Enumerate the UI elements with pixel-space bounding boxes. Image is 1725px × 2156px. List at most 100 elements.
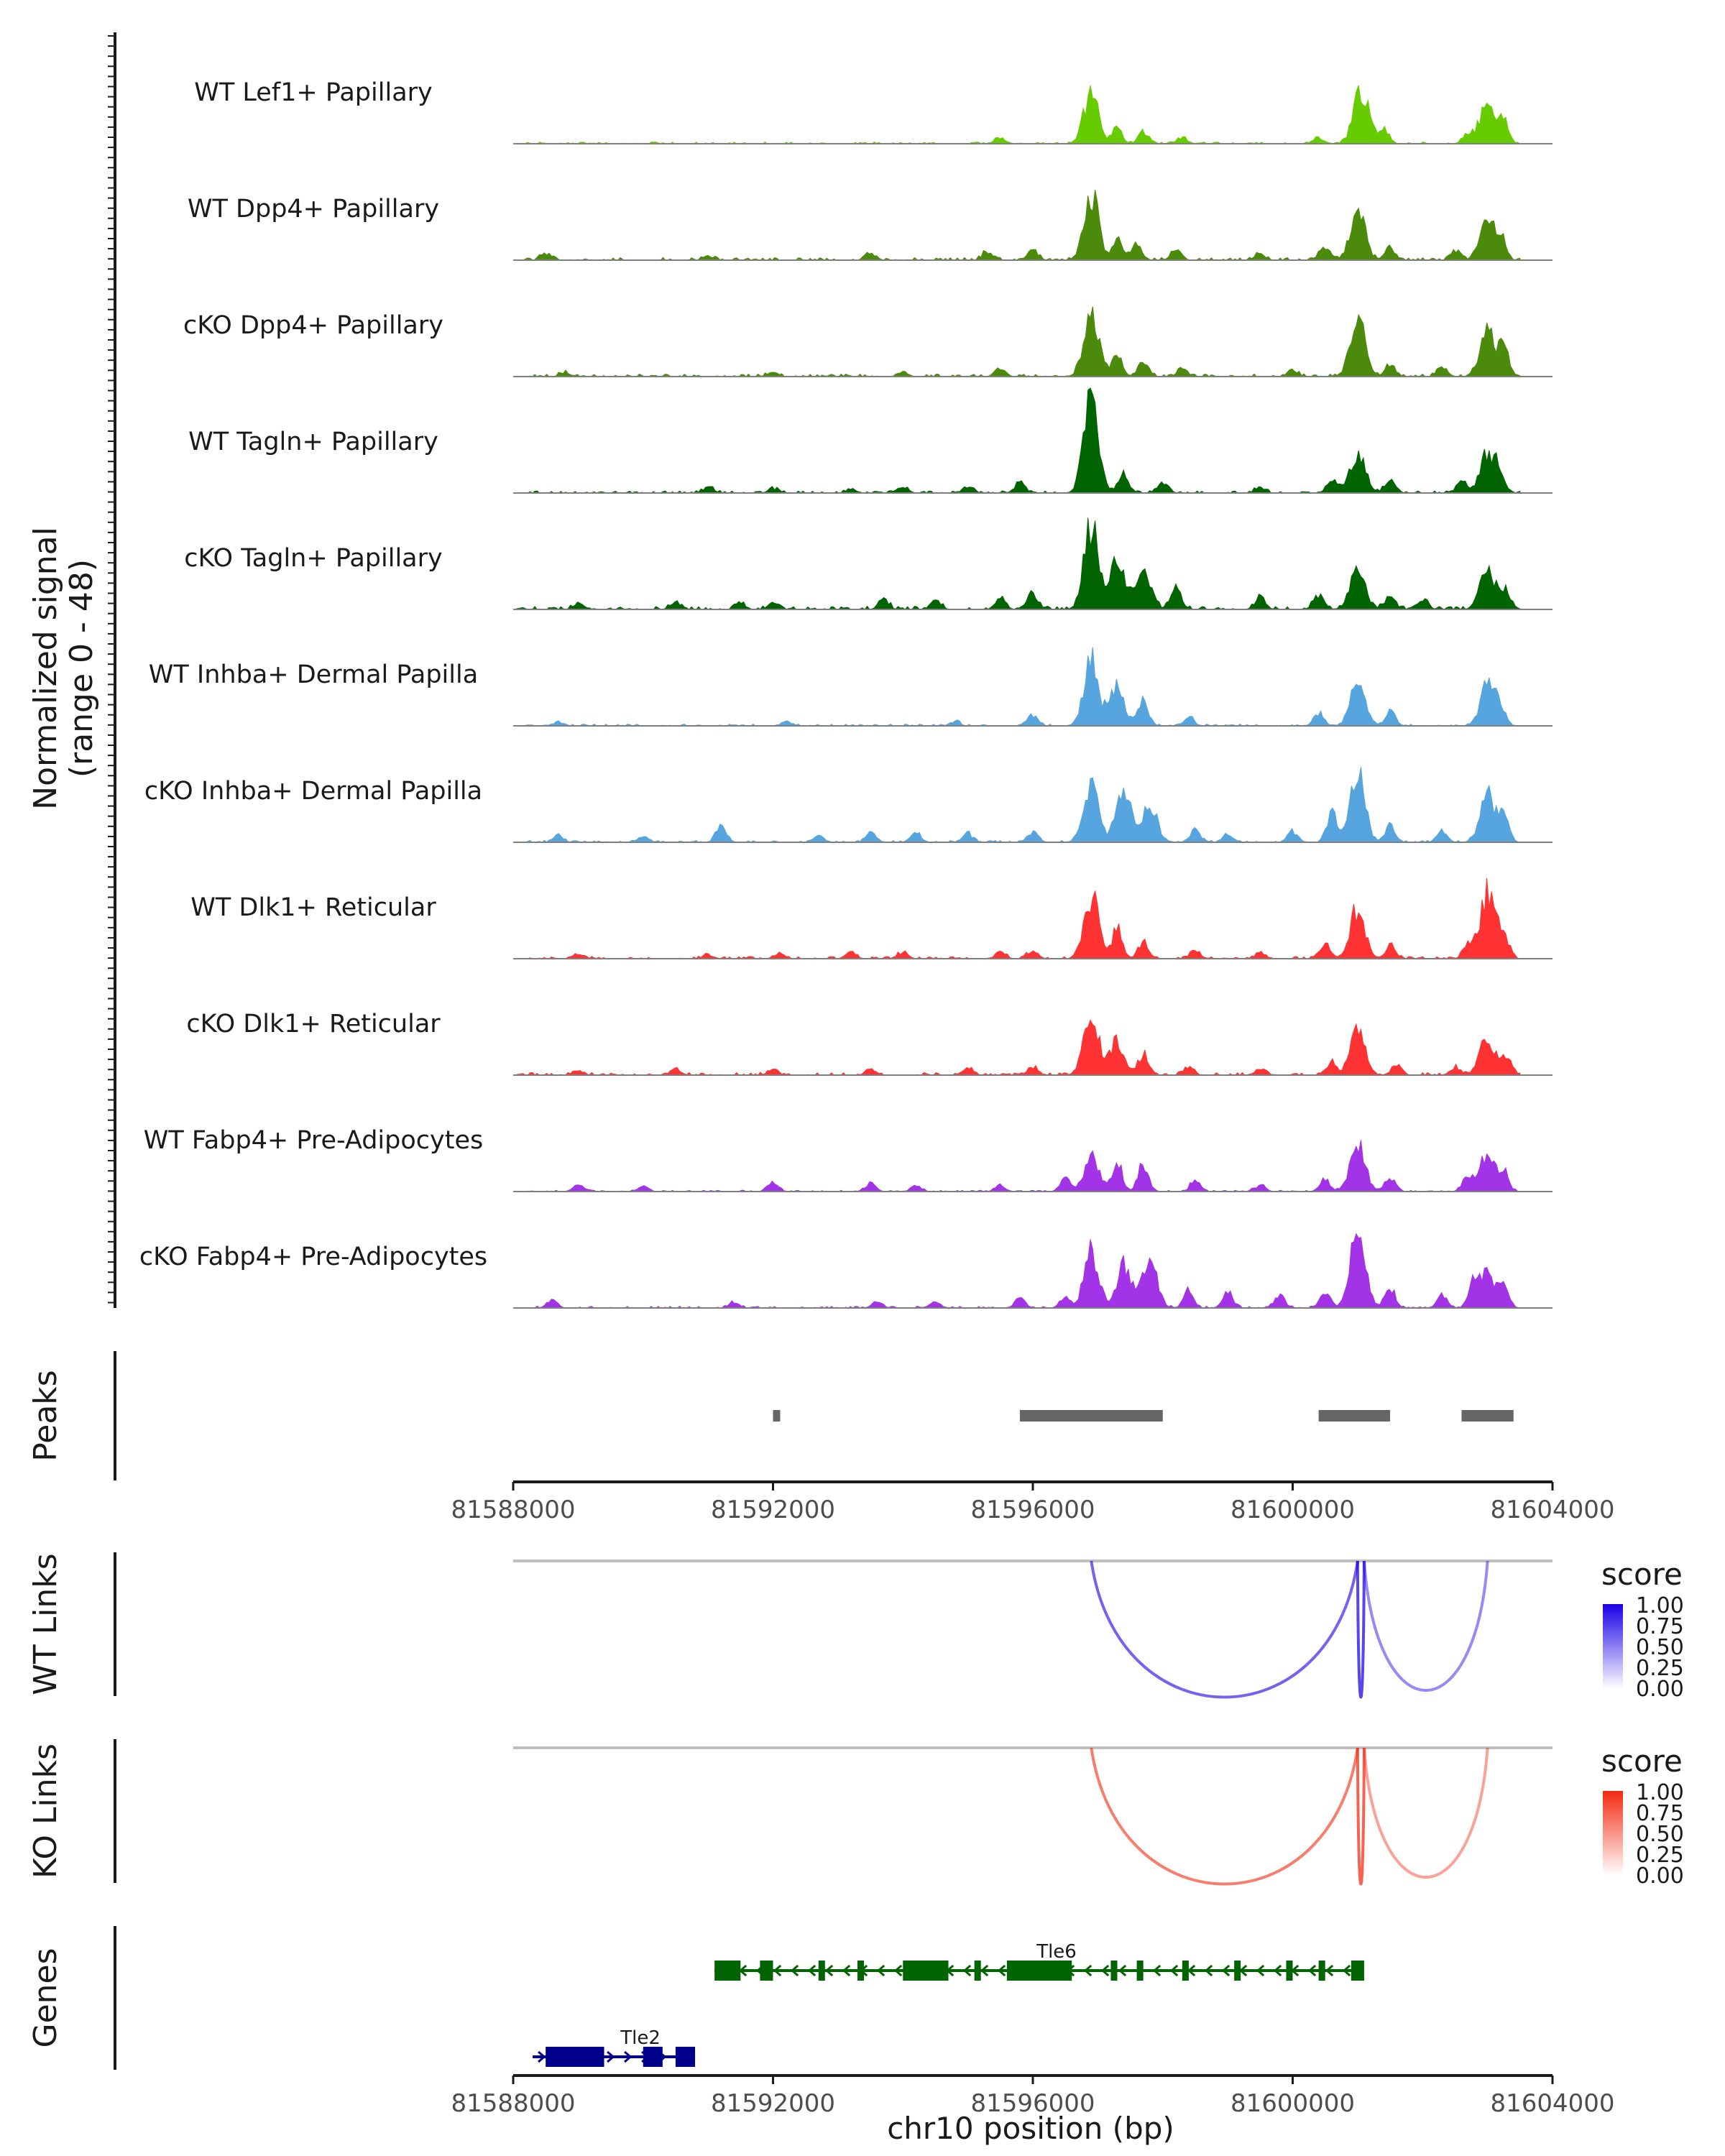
- x-tick-label: 81592000: [711, 2089, 835, 2118]
- coverage-y-range-label: (range 0 - 48): [63, 559, 100, 778]
- coverage-track-label: WT Tagln+ Papillary: [188, 428, 438, 456]
- strand-arrow: [997, 1964, 1006, 1977]
- gene-exon: [643, 2047, 663, 2067]
- gene-exon: [546, 2047, 604, 2067]
- coverage-area: [513, 647, 1520, 727]
- wt-legend-label-000: 0.00: [1636, 1677, 1684, 1702]
- wt-legend-label-075: 0.75: [1636, 1614, 1684, 1639]
- coverage-y-ticks: [108, 35, 115, 1304]
- gene-exon: [974, 1961, 981, 1981]
- x-tick-label: 81588000: [451, 2089, 575, 2118]
- coverage-track: cKO Dpp4+ Papillary: [183, 306, 1552, 377]
- wt-links-label: WT Links: [27, 1553, 64, 1695]
- coverage-track: WT Tagln+ Papillary: [188, 387, 1552, 494]
- wt-legend-label-025: 0.25: [1636, 1656, 1684, 1681]
- coverage-track-label: WT Dlk1+ Reticular: [190, 893, 436, 922]
- coverage-track-label: cKO Dpp4+ Papillary: [183, 311, 443, 340]
- coverage-area: [513, 306, 1521, 377]
- strand-arrow: [624, 2050, 632, 2063]
- ko-legend-colorbar: [1603, 1791, 1623, 1876]
- coverage-track-label: WT Dpp4+ Papillary: [188, 195, 439, 224]
- strand-arrow: [1118, 1964, 1127, 1977]
- ko-legend-label-025: 0.25: [1636, 1843, 1684, 1868]
- wt-legend-label-100: 1.00: [1636, 1593, 1684, 1618]
- coverage-track: cKO Inhba+ Dermal Papilla: [144, 767, 1552, 843]
- x-tick-label: 81596000: [970, 1496, 1095, 1524]
- coverage-track: WT Dpp4+ Papillary: [188, 189, 1552, 261]
- wt-legend-title: score: [1601, 1557, 1683, 1592]
- gene-exon: [1234, 1961, 1241, 1981]
- coverage-area: [512, 387, 1521, 494]
- gene-name-label: Tle6: [1036, 1941, 1077, 1963]
- coverage-track: cKO Tagln+ Papillary: [184, 517, 1552, 610]
- ko-legend-label-050: 0.50: [1636, 1822, 1684, 1847]
- peaks-bars: [773, 1410, 1514, 1422]
- links-arcs: [513, 1560, 1552, 1886]
- x-axis-top: 81588000 81592000 81596000 81600000 81604000: [451, 1480, 1615, 1524]
- strand-arrow: [962, 1964, 972, 1977]
- x-tick-label: 81596000: [970, 2089, 1095, 2118]
- coverage-track-label: cKO Tagln+ Papillary: [184, 544, 443, 573]
- coverage-area: [513, 189, 1521, 261]
- coverage-track: WT Lef1+ Papillary: [194, 78, 1552, 144]
- x-tick-label: 81592000: [711, 1496, 835, 1524]
- coverage-track-label: cKO Inhba+ Dermal Papilla: [144, 777, 482, 806]
- genes-panel-label: Genes: [27, 1948, 64, 2047]
- coverage-area: [513, 1140, 1521, 1192]
- strand-arrow: [807, 1964, 816, 1977]
- gene-exon: [1110, 1961, 1118, 1981]
- strand-arrow: [790, 1964, 799, 1977]
- x-tick-label: 81604000: [1490, 2089, 1614, 2118]
- link-arc: [1356, 1560, 1366, 1699]
- peak-interval: [773, 1410, 781, 1422]
- coverage-track-label: WT Fabp4+ Pre-Adipocytes: [144, 1126, 483, 1155]
- coverage-area: [513, 85, 1521, 144]
- gene-exon: [1182, 1961, 1189, 1981]
- strand-arrow: [980, 1964, 989, 1977]
- strand-arrow: [1273, 1964, 1282, 1977]
- coverage-area: [513, 1233, 1521, 1309]
- strand-arrow: [1256, 1964, 1265, 1977]
- ko-legend-label-000: 0.00: [1636, 1864, 1684, 1889]
- gene-name-label: Tle2: [620, 2027, 661, 2049]
- coverage-area: [512, 1019, 1521, 1076]
- link-arc: [1362, 1747, 1489, 1879]
- x-tick-label: 81600000: [1230, 2089, 1355, 2118]
- coverage-track-label: cKO Dlk1+ Reticular: [186, 1010, 441, 1038]
- gene-exon: [675, 2047, 696, 2067]
- gene-exon: [1318, 1961, 1325, 1981]
- link-arc: [1090, 1747, 1359, 1886]
- gene-exon: [714, 1961, 741, 1981]
- ko-legend-label-100: 1.00: [1636, 1780, 1684, 1805]
- strand-arrow: [1342, 1964, 1351, 1977]
- ko-legend-label-075: 0.75: [1636, 1801, 1684, 1826]
- strand-arrow: [1100, 1964, 1110, 1977]
- strand-arrow: [1204, 1964, 1213, 1977]
- strand-arrow: [1152, 1964, 1162, 1977]
- peaks-panel-label: Peaks: [27, 1370, 64, 1461]
- ko-links-legend: score 1.00 0.75 0.50 0.25 0.00: [1601, 1743, 1684, 1889]
- gene-exon: [760, 1961, 773, 1981]
- peak-interval: [1318, 1410, 1391, 1422]
- x-axis-title: chr10 position (bp): [887, 2111, 1174, 2146]
- coverage-y-label: Normalized signal: [27, 527, 64, 810]
- x-tick-label: 81588000: [451, 1496, 575, 1524]
- coverage-area: [512, 517, 1521, 610]
- coverage-track: WT Fabp4+ Pre-Adipocytes: [144, 1126, 1552, 1192]
- gene-exon: [1286, 1961, 1293, 1981]
- link-arc: [1090, 1560, 1359, 1699]
- gene-exon: [818, 1961, 825, 1981]
- strand-arrow: [1221, 1964, 1230, 1977]
- peak-interval: [1019, 1410, 1163, 1422]
- gene-exon: [1136, 1961, 1144, 1981]
- ko-links-label: KO Links: [27, 1743, 64, 1879]
- strand-arrow: [824, 1964, 834, 1977]
- strand-arrow: [893, 1964, 903, 1977]
- wt-legend-label-050: 0.50: [1636, 1635, 1684, 1660]
- x-tick-label: 81604000: [1490, 1496, 1614, 1524]
- coverage-area: [513, 767, 1521, 843]
- coverage-track-label: WT Inhba+ Dermal Papilla: [149, 660, 478, 689]
- gene-exon: [1351, 1961, 1364, 1981]
- link-arc: [1362, 1560, 1489, 1692]
